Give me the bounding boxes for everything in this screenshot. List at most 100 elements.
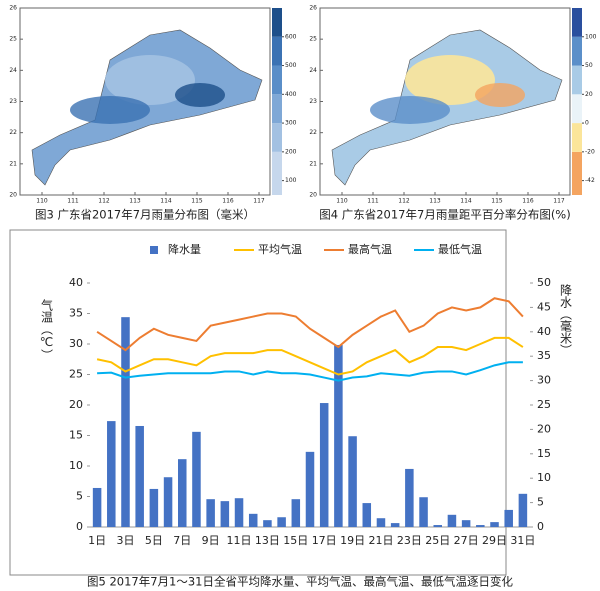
legend-label: 最低气温	[438, 242, 482, 256]
colorbar-tick-label: 600	[285, 33, 297, 40]
y2-tick-label: 5	[537, 496, 544, 509]
legend-label: 平均气温	[258, 242, 302, 256]
colorbar-tick-label: 100	[285, 177, 297, 184]
y-tick-label: 30	[69, 337, 83, 350]
x-tick-label: 3日	[116, 534, 134, 547]
chart-caption: 图5 2017年7月1～31日全省平均降水量、平均气温、最高气温、最低气温逐日变…	[87, 575, 514, 589]
bar	[220, 501, 230, 527]
bar	[234, 498, 244, 527]
map-y-tick-label: 26	[9, 5, 17, 12]
y2-tick-label: 50	[537, 276, 551, 289]
map-caption: 图3 广东省2017年7月雨量分布图（毫米）	[35, 208, 255, 222]
line	[97, 361, 523, 382]
y2-tick-label: 35	[537, 349, 551, 362]
map-y-tick-label: 21	[9, 160, 17, 167]
map-y-tick-label: 23	[9, 98, 17, 105]
y2-axis-label: 降水（毫米）	[559, 284, 573, 356]
bar	[476, 525, 485, 527]
colorbar-segment	[272, 36, 282, 66]
map-x-tick-label: 111	[367, 198, 379, 205]
map-y-tick-label: 24	[309, 67, 317, 74]
bar	[376, 518, 386, 527]
bar	[447, 514, 457, 527]
colorbar-segment	[272, 8, 282, 37]
map-x-tick-label: 116	[522, 198, 534, 205]
map-x-tick-label: 110	[336, 198, 348, 205]
x-tick-label: 17日	[312, 534, 337, 547]
colorbar-tick-label: 20	[585, 91, 593, 98]
colorbar-segment	[572, 65, 582, 95]
colorbar-segment	[572, 151, 582, 195]
bar	[405, 468, 414, 527]
map-x-tick-label: 115	[191, 198, 203, 205]
colorbar-segment	[572, 123, 582, 152]
colorbar-segment	[572, 36, 582, 66]
bar	[319, 403, 329, 527]
x-tick-label: 11日	[227, 534, 252, 547]
y-tick-label: 40	[69, 276, 83, 289]
bar	[461, 520, 471, 527]
bar	[518, 493, 528, 527]
y2-tick-label: 20	[537, 422, 551, 435]
x-tick-label: 23日	[397, 534, 422, 547]
bar	[390, 523, 400, 527]
colorbar-tick-label: 500	[285, 62, 297, 69]
map-y-tick-label: 21	[309, 160, 317, 167]
y2-tick-label: 25	[537, 398, 551, 411]
y-tick-label: 25	[69, 368, 83, 381]
bar	[178, 459, 187, 527]
chart-frame	[9, 229, 507, 576]
y2-tick-label: 40	[537, 325, 551, 338]
colorbar-tick-label: -42	[585, 177, 595, 184]
legend-swatch	[150, 246, 158, 254]
colorbar-segment	[272, 123, 282, 152]
colorbar-segment	[572, 94, 582, 124]
y-tick-label: 20	[69, 398, 83, 411]
x-tick-label: 29日	[482, 534, 507, 547]
map-y-tick-label: 22	[9, 129, 17, 136]
y-tick-label: 0	[76, 520, 83, 533]
bar	[490, 522, 499, 527]
bar	[206, 499, 215, 527]
y2-tick-label: 10	[537, 471, 551, 484]
y2-tick-label: 15	[537, 447, 551, 460]
legend-label: 降水量	[168, 242, 201, 256]
colorbar-tick-label: 0	[585, 120, 589, 127]
map-zone	[475, 83, 525, 107]
colorbar-tick-label: 400	[285, 91, 297, 98]
x-tick-label: 1日	[88, 534, 106, 547]
map-x-tick-label: 117	[253, 198, 265, 205]
map-y-tick-label: 22	[309, 129, 317, 136]
map-x-tick-label: 112	[98, 198, 110, 205]
map-y-tick-label: 24	[9, 67, 17, 74]
x-tick-label: 31日	[510, 534, 535, 547]
map-x-tick-label: 115	[491, 198, 503, 205]
x-tick-label: 9日	[202, 534, 220, 547]
x-tick-label: 21日	[368, 534, 393, 547]
legend-label: 最高气温	[348, 242, 392, 256]
bar	[362, 503, 372, 527]
x-tick-label: 27日	[454, 534, 479, 547]
map-zone	[70, 96, 150, 124]
x-tick-label: 13日	[255, 534, 280, 547]
map-zone	[405, 55, 495, 105]
bar	[504, 509, 513, 527]
bar	[135, 425, 144, 527]
map-x-tick-label: 114	[460, 198, 472, 205]
y-tick-label: 5	[76, 490, 83, 503]
colorbar-tick-label: 50	[585, 62, 593, 69]
colorbar-tick-label: 100	[585, 33, 597, 40]
map-x-tick-label: 114	[160, 198, 172, 205]
map-zone	[370, 96, 450, 124]
x-tick-label: 5日	[145, 534, 163, 547]
y-tick-label: 15	[69, 429, 83, 442]
map-zone	[175, 83, 225, 107]
bar	[334, 344, 343, 527]
map-y-tick-label: 20	[309, 192, 317, 199]
bar	[419, 497, 428, 527]
map-y-tick-label: 25	[9, 36, 17, 43]
bar	[248, 513, 258, 527]
line	[96, 297, 524, 352]
bar	[305, 451, 315, 527]
